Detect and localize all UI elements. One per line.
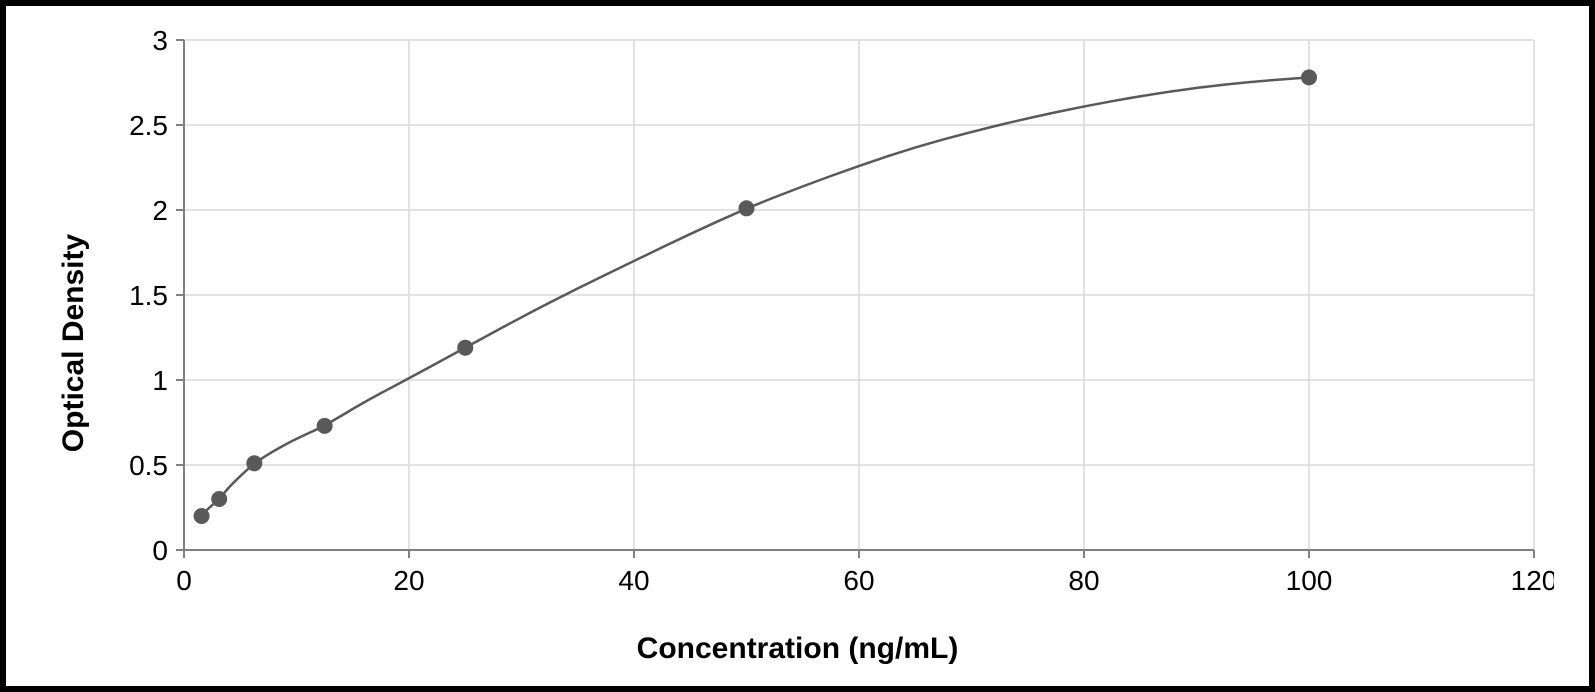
grid — [184, 40, 1534, 550]
x-axis-label: Concentration (ng/mL) — [637, 632, 959, 666]
y-tick-label: 2 — [152, 195, 168, 226]
x-tick-label: 20 — [393, 565, 424, 596]
x-tick-label: 0 — [176, 565, 192, 596]
data-point — [1301, 69, 1317, 85]
data-point — [246, 455, 262, 471]
data-point — [457, 340, 473, 356]
y-tick-label: 1.5 — [129, 280, 168, 311]
y-axis-label: Optical Density — [57, 234, 91, 452]
data-points — [194, 69, 1317, 524]
x-tick-label: 100 — [1286, 565, 1333, 596]
y-tick-label: 0 — [152, 535, 168, 566]
chart-svg: 0 20 40 60 80 100 120 0 0.5 1 1.5 2 2.5 3 — [34, 20, 1554, 660]
y-tick-label: 3 — [152, 25, 168, 56]
x-tick-label: 60 — [843, 565, 874, 596]
data-point — [211, 491, 227, 507]
chart-frame: Optical Density 0 20 40 60 80 100 120 0 0.5 1 1.5 2… — [0, 0, 1595, 692]
y-tick-label: 2.5 — [129, 110, 168, 141]
data-point — [739, 200, 755, 216]
x-tick-label: 120 — [1511, 565, 1554, 596]
x-tick-label: 40 — [618, 565, 649, 596]
chart-container: Optical Density 0 20 40 60 80 100 120 0 0.5 1 1.5 2… — [34, 20, 1561, 666]
data-point — [194, 508, 210, 524]
data-point — [317, 418, 333, 434]
y-tick-label: 0.5 — [129, 450, 168, 481]
fit-curve — [202, 77, 1309, 516]
x-tick-label: 80 — [1068, 565, 1099, 596]
ticks: 0 20 40 60 80 100 120 0 0.5 1 1.5 2 2.5 3 — [129, 25, 1554, 596]
y-tick-label: 1 — [152, 365, 168, 396]
